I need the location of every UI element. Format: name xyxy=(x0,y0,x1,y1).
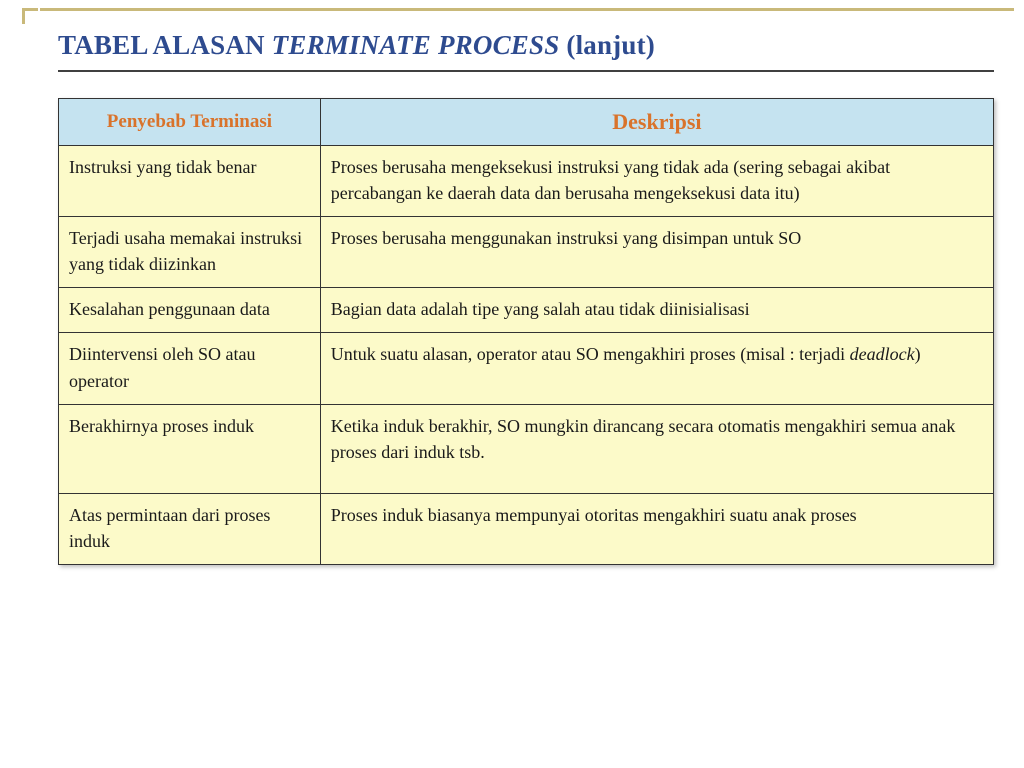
table-row: Terjadi usaha memakai instruksi yang tid… xyxy=(59,217,994,288)
table-row: Atas permintaan dari proses induk Proses… xyxy=(59,493,994,564)
cell-cause: Terjadi usaha memakai instruksi yang tid… xyxy=(59,217,321,288)
header-cause: Penyebab Terminasi xyxy=(59,99,321,146)
title-prefix: TABEL ALASAN xyxy=(58,30,272,60)
cell-desc: Bagian data adalah tipe yang salah atau … xyxy=(320,288,993,333)
page-title: TABEL ALASAN TERMINATE PROCESS (lanjut) xyxy=(58,30,655,61)
title-underline xyxy=(58,70,994,72)
cell-cause: Kesalahan penggunaan data xyxy=(59,288,321,333)
table-row: Kesalahan penggunaan data Bagian data ad… xyxy=(59,288,994,333)
title-suffix: (lanjut) xyxy=(566,30,655,60)
corner-decoration xyxy=(22,8,38,24)
cell-cause: Diintervensi oleh SO atau operator xyxy=(59,333,321,404)
table-header-row: Penyebab Terminasi Deskripsi xyxy=(59,99,994,146)
table-row: Instruksi yang tidak benar Proses berusa… xyxy=(59,146,994,217)
title-italic: TERMINATE PROCESS xyxy=(272,30,567,60)
italic-term: deadlock xyxy=(850,344,915,364)
cell-cause: Berakhirnya proses induk xyxy=(59,404,321,493)
cell-cause: Atas permintaan dari proses induk xyxy=(59,493,321,564)
header-desc: Deskripsi xyxy=(320,99,993,146)
table-row: Diintervensi oleh SO atau operator Untuk… xyxy=(59,333,994,404)
cell-desc: Proses berusaha mengeksekusi instruksi y… xyxy=(320,146,993,217)
termination-table-wrapper: Penyebab Terminasi Deskripsi Instruksi y… xyxy=(58,98,994,565)
cell-desc: Proses berusaha menggunakan instruksi ya… xyxy=(320,217,993,288)
table-row: Berakhirnya proses induk Ketika induk be… xyxy=(59,404,994,493)
table-body: Instruksi yang tidak benar Proses berusa… xyxy=(59,146,994,565)
cell-cause: Instruksi yang tidak benar xyxy=(59,146,321,217)
cell-desc: Untuk suatu alasan, operator atau SO men… xyxy=(320,333,993,404)
termination-table: Penyebab Terminasi Deskripsi Instruksi y… xyxy=(58,98,994,565)
top-accent-line xyxy=(40,8,1014,11)
cell-desc: Proses induk biasanya mempunyai otoritas… xyxy=(320,493,993,564)
cell-desc: Ketika induk berakhir, SO mungkin diranc… xyxy=(320,404,993,493)
